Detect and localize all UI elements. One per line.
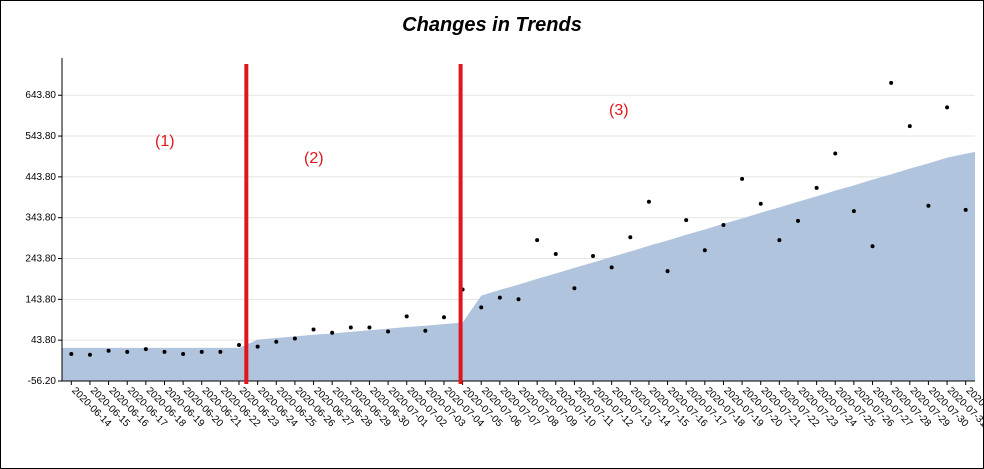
trend-area [62,151,975,381]
data-point [609,265,614,270]
chart-title: Changes in Trends [402,14,582,36]
y-tick-label: 243.80 [25,254,56,265]
data-point [945,105,950,110]
data-point [218,349,223,354]
y-tick-label: 143.80 [25,294,56,305]
data-point [199,349,204,354]
data-point [143,347,148,352]
data-point [684,218,689,223]
data-point [889,80,894,85]
data-point [907,124,912,129]
data-point [963,207,968,212]
data-point [721,222,726,227]
data-point [292,336,297,341]
data-point [628,235,633,240]
data-point [926,203,931,208]
annotation: (2) [304,150,324,167]
data-point [479,305,484,310]
data-point [274,339,279,344]
data-point [740,176,745,181]
data-point [386,329,391,334]
data-point [125,349,130,354]
data-point [833,151,838,156]
annotation: (1) [155,133,175,150]
data-point [665,269,670,274]
data-point [237,342,242,347]
data-point [162,349,167,354]
data-point [497,295,502,300]
data-point [441,315,446,320]
data-point [516,297,521,302]
data-point [553,251,558,256]
data-point [851,209,856,214]
data-point [330,330,335,335]
data-point [535,238,540,243]
data-point [702,248,707,253]
data-point [404,314,409,319]
data-point [255,344,260,349]
y-tick-label: 643.80 [25,90,56,101]
plot: -56.20 43.80 143.80 243.80 343.80 443.80 543.8… [25,58,984,430]
data-point [572,286,577,291]
annotation: (3) [609,102,629,119]
data-point [814,185,819,190]
data-point [367,325,372,330]
data-point [777,238,782,243]
data-point [311,327,316,332]
y-tick-label: 543.80 [25,131,56,142]
y-tick-label: 443.80 [25,172,56,183]
y-tick-label: -56.20 [28,376,57,387]
data-point [591,253,596,258]
data-point [87,352,92,357]
data-point [646,199,651,204]
data-point [181,351,186,356]
data-point [423,328,428,333]
data-point [348,325,353,330]
y-tick-label: 43.80 [31,335,56,346]
y-tick-label: 343.80 [25,213,56,224]
data-point [106,348,111,353]
data-point [758,201,763,206]
data-point [795,218,800,223]
data-point [69,351,74,356]
data-point [870,244,875,249]
